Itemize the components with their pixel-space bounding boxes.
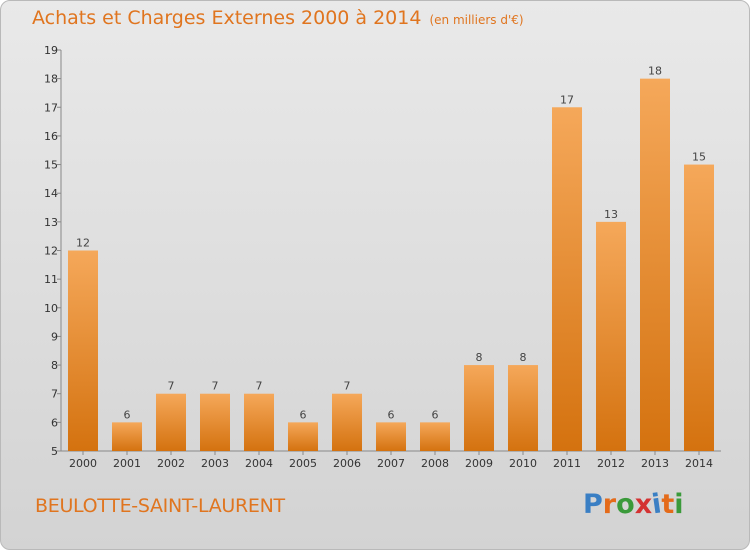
- y-tick-label: 12: [44, 245, 58, 258]
- bar-2011: [552, 107, 582, 452]
- bar-2005: [288, 422, 318, 451]
- data-label-2012: 13: [604, 208, 618, 221]
- x-tick-label: 2009: [465, 457, 493, 470]
- data-label-2010: 8: [520, 351, 527, 364]
- bar-2004: [244, 393, 274, 451]
- data-labels-group: 12 6 7 7 7 6 7 6 6 8 8 17 13 18 15: [76, 65, 706, 422]
- y-tick-label: 5: [51, 445, 58, 458]
- y-tick-label: 15: [44, 159, 58, 172]
- y-tick-label: 13: [44, 216, 58, 229]
- x-tick-label: 2002: [157, 457, 185, 470]
- data-label-2001: 6: [124, 408, 131, 421]
- x-tick-label: 2008: [421, 457, 449, 470]
- data-label-2008: 6: [432, 408, 439, 421]
- y-tick-label: 19: [44, 44, 58, 57]
- logo-letter: x: [634, 489, 653, 520]
- y-tick-label: 18: [44, 73, 58, 86]
- y-tick-label: 16: [44, 130, 58, 143]
- y-tick-label: 9: [51, 330, 58, 343]
- x-tick-label: 2003: [201, 457, 229, 470]
- x-tick-label: 2012: [597, 457, 625, 470]
- data-label-2000: 12: [76, 237, 90, 250]
- data-label-2006: 7: [344, 380, 351, 393]
- logo-letter: i: [674, 489, 684, 520]
- x-tick-label: 2004: [245, 457, 273, 470]
- data-label-2003: 7: [212, 380, 219, 393]
- bar-2003: [200, 393, 230, 451]
- x-tick-label: 2001: [113, 457, 141, 470]
- x-tick-label: 2011: [553, 457, 581, 470]
- bar-2014: [684, 164, 714, 452]
- bar-2000: [68, 250, 98, 451]
- data-label-2013: 18: [648, 65, 662, 78]
- x-tick-label: 2010: [509, 457, 537, 470]
- y-tick-label: 6: [51, 416, 58, 429]
- y-tick-label: 10: [44, 302, 58, 315]
- title-block: Achats et Charges Externes 2000 à 2014 (e…: [32, 7, 524, 29]
- bar-2008: [420, 422, 450, 451]
- y-tick-label: 7: [51, 388, 58, 401]
- x-tick-label: 2000: [69, 457, 97, 470]
- chart-unit-note: (en milliers d'€): [429, 13, 524, 27]
- x-tick-label: 2005: [289, 457, 317, 470]
- bar-2007: [376, 422, 406, 451]
- commune-name: BEULOTTE-SAINT-LAURENT: [35, 495, 285, 517]
- bars-group: [68, 78, 714, 452]
- data-label-2014: 15: [692, 151, 706, 164]
- data-label-2005: 6: [300, 408, 307, 421]
- y-tick-label: 14: [44, 187, 58, 200]
- bar-2001: [112, 422, 142, 451]
- y-tick-label: 11: [44, 273, 58, 286]
- data-label-2007: 6: [388, 408, 395, 421]
- bar-2009: [464, 365, 494, 451]
- x-tick-label: 2007: [377, 457, 405, 470]
- data-label-2009: 8: [476, 351, 483, 364]
- logo-letter: o: [614, 487, 637, 522]
- x-tick-label: 2014: [685, 457, 713, 470]
- logo-letter: P: [583, 489, 603, 520]
- bar-2010: [508, 365, 538, 451]
- logo-letter: r: [602, 489, 617, 520]
- y-tick-label: 17: [44, 101, 58, 114]
- x-tick-label: 2006: [333, 457, 361, 470]
- chart-title: Achats et Charges Externes 2000 à 2014: [32, 7, 422, 29]
- x-tick-label: 2013: [641, 457, 669, 470]
- bar-2013: [640, 78, 670, 452]
- data-label-2011: 17: [560, 93, 574, 106]
- proxiti-logo[interactable]: Proxiti: [583, 487, 684, 522]
- bar-2006: [332, 393, 362, 451]
- bar-2002: [156, 393, 186, 451]
- x-axis-ticks: 2000 2001 2002 2003 2004 2005 2006 2007 2008 2009…: [69, 451, 713, 470]
- data-label-2004: 7: [256, 380, 263, 393]
- y-tick-label: 8: [51, 359, 58, 372]
- bar-2012: [596, 221, 626, 451]
- data-label-2002: 7: [168, 380, 175, 393]
- logo-letter: t: [661, 489, 675, 520]
- y-axis-ticks: 5 6 7 8 9 10 11 12 13 14 15 16 17 18 19: [44, 44, 61, 458]
